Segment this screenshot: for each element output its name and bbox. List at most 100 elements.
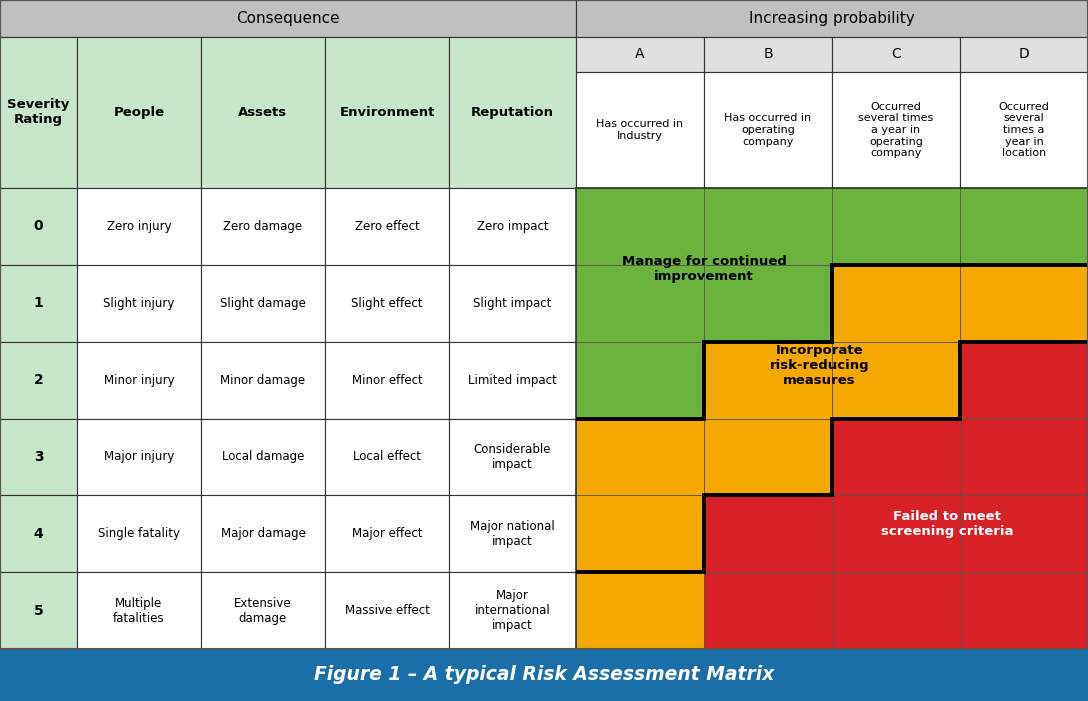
- Bar: [325, 265, 449, 341]
- Text: 2: 2: [34, 373, 44, 387]
- Text: 4: 4: [34, 526, 44, 540]
- Bar: [704, 496, 832, 572]
- Bar: [0, 418, 77, 496]
- Bar: [960, 572, 1088, 649]
- Bar: [0, 341, 77, 418]
- Bar: [0, 649, 1088, 701]
- Text: Zero injury: Zero injury: [107, 220, 171, 233]
- Bar: [0, 496, 77, 572]
- Bar: [832, 72, 960, 188]
- Bar: [449, 418, 576, 496]
- Text: Local damage: Local damage: [222, 451, 305, 463]
- Bar: [77, 496, 201, 572]
- Bar: [77, 572, 201, 649]
- Text: Environment: Environment: [339, 106, 435, 119]
- Bar: [576, 496, 704, 572]
- Text: Severity
Rating: Severity Rating: [8, 99, 70, 126]
- Bar: [960, 418, 1088, 496]
- Bar: [704, 341, 832, 418]
- Bar: [960, 341, 1088, 418]
- Bar: [832, 341, 960, 418]
- Bar: [201, 572, 325, 649]
- Text: Reputation: Reputation: [471, 106, 554, 119]
- Text: Major injury: Major injury: [103, 451, 174, 463]
- Text: Occurred
several times
a year in
operating
company: Occurred several times a year in operati…: [858, 102, 934, 158]
- Bar: [325, 572, 449, 649]
- Bar: [704, 265, 832, 341]
- Text: 5: 5: [34, 604, 44, 618]
- Bar: [201, 341, 325, 418]
- Bar: [832, 188, 960, 265]
- Bar: [0, 0, 576, 37]
- Bar: [325, 496, 449, 572]
- Bar: [960, 418, 1088, 496]
- Bar: [704, 572, 832, 649]
- Bar: [704, 341, 832, 418]
- Bar: [449, 37, 576, 188]
- Bar: [576, 188, 704, 265]
- Bar: [576, 188, 704, 265]
- Bar: [0, 188, 77, 265]
- Text: Major damage: Major damage: [221, 527, 306, 540]
- Text: Major national
impact: Major national impact: [470, 519, 555, 547]
- Bar: [576, 72, 704, 188]
- Text: Limited impact: Limited impact: [468, 374, 557, 386]
- Text: Consequence: Consequence: [236, 11, 339, 26]
- Bar: [704, 572, 832, 649]
- Bar: [576, 418, 704, 496]
- Bar: [201, 188, 325, 265]
- Text: Local effect: Local effect: [353, 451, 421, 463]
- Bar: [832, 572, 960, 649]
- Text: Minor effect: Minor effect: [351, 374, 422, 386]
- Bar: [832, 496, 960, 572]
- Text: Considerable
impact: Considerable impact: [473, 443, 552, 471]
- Text: Massive effect: Massive effect: [345, 604, 430, 617]
- Bar: [704, 418, 832, 496]
- Bar: [325, 341, 449, 418]
- Bar: [960, 341, 1088, 418]
- Bar: [960, 188, 1088, 265]
- Bar: [449, 496, 576, 572]
- Bar: [77, 37, 201, 188]
- Bar: [201, 496, 325, 572]
- Bar: [77, 188, 201, 265]
- Bar: [576, 265, 704, 341]
- Text: Extensive
damage: Extensive damage: [234, 597, 292, 625]
- Bar: [960, 496, 1088, 572]
- Bar: [960, 496, 1088, 572]
- Bar: [201, 37, 325, 188]
- Bar: [0, 572, 77, 649]
- Bar: [576, 572, 704, 649]
- Text: Single fatality: Single fatality: [98, 527, 180, 540]
- Bar: [960, 188, 1088, 265]
- Bar: [576, 418, 704, 496]
- Bar: [704, 188, 832, 265]
- Bar: [832, 265, 960, 341]
- Text: People: People: [113, 106, 164, 119]
- Bar: [576, 265, 704, 341]
- Bar: [832, 265, 960, 341]
- Text: Occurred
several
times a
year in
location: Occurred several times a year in locatio…: [999, 102, 1050, 158]
- Text: Zero damage: Zero damage: [223, 220, 302, 233]
- Bar: [576, 37, 704, 72]
- Text: 0: 0: [34, 219, 44, 233]
- Bar: [201, 265, 325, 341]
- Bar: [576, 341, 704, 418]
- Bar: [960, 265, 1088, 341]
- Text: Zero effect: Zero effect: [355, 220, 419, 233]
- Bar: [704, 496, 832, 572]
- Text: Has occurred in
operating
company: Has occurred in operating company: [725, 114, 812, 147]
- Bar: [325, 188, 449, 265]
- Text: Slight effect: Slight effect: [351, 297, 423, 310]
- Bar: [832, 418, 960, 496]
- Text: Slight injury: Slight injury: [103, 297, 175, 310]
- Bar: [77, 265, 201, 341]
- Bar: [0, 37, 77, 188]
- Bar: [576, 341, 704, 418]
- Bar: [77, 341, 201, 418]
- Bar: [832, 496, 960, 572]
- Text: Slight damage: Slight damage: [220, 297, 306, 310]
- Text: Has occurred in
Industry: Has occurred in Industry: [596, 119, 683, 141]
- Bar: [449, 572, 576, 649]
- Bar: [0, 265, 77, 341]
